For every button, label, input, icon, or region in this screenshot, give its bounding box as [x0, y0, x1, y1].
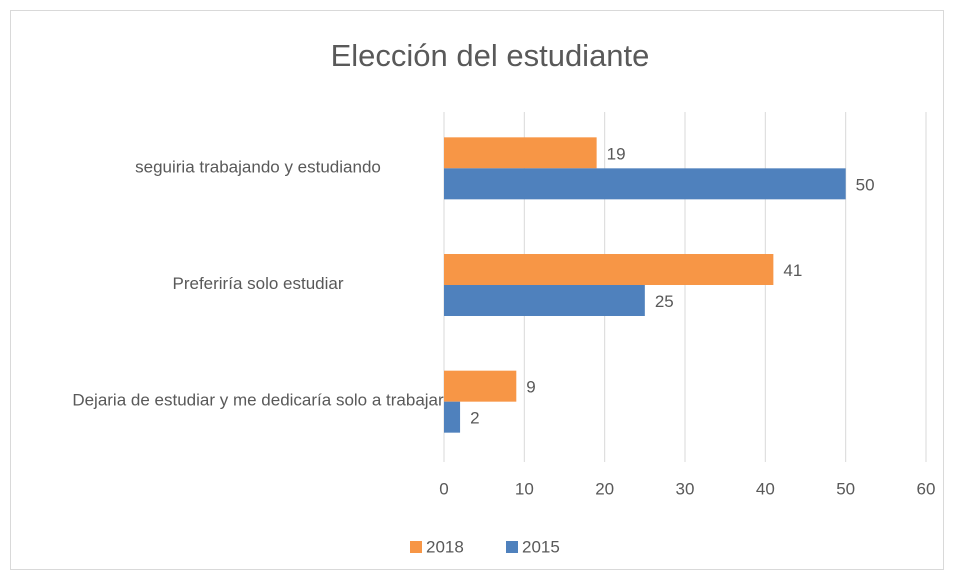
value-label: 25 — [655, 292, 674, 311]
y-tick-label: Dejaria de estudiar y me dedicaría solo … — [72, 391, 444, 410]
x-tick-label: 20 — [595, 479, 614, 498]
x-tick-label: 60 — [917, 479, 936, 498]
value-label: 19 — [607, 144, 626, 163]
legend-label: 2015 — [522, 537, 560, 556]
value-label: 50 — [856, 175, 875, 194]
y-tick-label: Preferiría solo estudiar — [172, 274, 343, 293]
legend-swatch — [506, 541, 518, 553]
bar — [444, 254, 774, 285]
x-tick-label: 50 — [836, 479, 855, 498]
bar — [444, 168, 846, 200]
value-label: 9 — [526, 378, 535, 397]
x-tick-label: 40 — [756, 479, 775, 498]
bar — [444, 285, 645, 316]
y-tick-label: seguiria trabajando y estudiando — [135, 158, 381, 177]
legend-label: 2018 — [426, 537, 464, 556]
chart-title: Elección del estudiante — [331, 38, 650, 73]
legend-swatch — [410, 541, 422, 553]
bar — [444, 137, 597, 169]
x-tick-label: 10 — [515, 479, 534, 498]
bar — [444, 370, 517, 402]
x-tick-label: 30 — [676, 479, 695, 498]
x-tick-label: 0 — [439, 479, 448, 498]
value-label: 2 — [470, 409, 479, 428]
bar — [444, 401, 461, 433]
value-label: 41 — [783, 261, 802, 280]
